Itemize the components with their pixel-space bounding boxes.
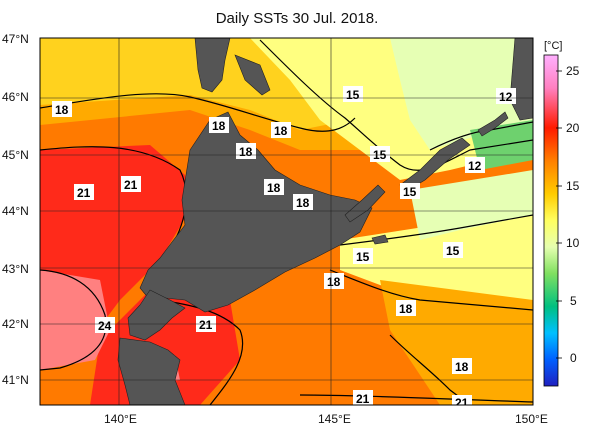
- isotherm-label: 12: [499, 90, 513, 104]
- urup-island: [477, 111, 509, 137]
- colorbar-tick-10: 10: [566, 236, 580, 250]
- isotherm-label: 21: [356, 392, 370, 406]
- colorbar-tick-25: 25: [566, 64, 580, 78]
- sakhalin-south: [234, 54, 271, 96]
- isotherm-label: 12: [468, 159, 482, 173]
- lat-label-43: 43°N: [2, 262, 29, 276]
- honshu-landmass: [117, 337, 186, 405]
- sst-field-okhotsk-east: [410, 170, 533, 240]
- isotherm-label: 21: [124, 178, 138, 192]
- lon-label-150: 150°E: [515, 412, 548, 426]
- isotherm-24: [40, 269, 107, 371]
- lat-label-41: 41°N: [2, 373, 29, 387]
- lon-label-140: 140°E: [104, 412, 137, 426]
- isotherm-label: 15: [403, 185, 417, 199]
- isotherm-label: 15: [446, 244, 460, 258]
- colorbar-tick-0: 0: [570, 351, 577, 365]
- lat-label-42: 42°N: [2, 317, 29, 331]
- oshima-peninsula: [127, 289, 186, 341]
- isotherm-label: 24: [98, 319, 112, 333]
- isotherm-18-south: [389, 334, 471, 405]
- isotherm-label: 18: [267, 181, 281, 195]
- isotherm-15-east: [339, 214, 533, 246]
- isotherm-labels: 18 15 12 18 18 15 18 12 21 21 18 15 18: [52, 86, 516, 410]
- isotherm-label: 18: [55, 103, 69, 117]
- map-title: Daily SSTs 30 Jul. 2018.: [215, 10, 379, 27]
- isotherm-label: 18: [239, 145, 253, 159]
- lat-label-46: 46°N: [2, 90, 29, 104]
- kunashiri-island: [344, 184, 386, 223]
- lat-label-47: 47°N: [2, 32, 29, 46]
- lon-label-145: 145°E: [318, 412, 351, 426]
- isotherm-label: 18: [327, 275, 341, 289]
- isotherm-label: 21: [455, 396, 469, 410]
- isotherm-label: 18: [399, 302, 413, 316]
- isotherm-label: 18: [274, 124, 288, 138]
- sst-field-south-18: [380, 280, 533, 405]
- colorbar-tick-5: 5: [570, 294, 577, 308]
- lat-label-45: 45°N: [2, 148, 29, 162]
- isotherm-label: 15: [356, 250, 370, 264]
- isotherm-label: 18: [212, 119, 226, 133]
- sakhalin-landmass: [194, 38, 231, 93]
- lat-label-44: 44°N: [2, 204, 29, 218]
- shikotan-island: [371, 234, 389, 245]
- isotherm-21-south: [159, 299, 244, 405]
- isotherm-21-bottom: [299, 394, 533, 403]
- colorbar-unit: [°C]: [544, 40, 563, 52]
- colorbar-tick-20: 20: [566, 121, 580, 135]
- isotherm-label: 18: [455, 360, 469, 374]
- sst-field-24: [40, 270, 110, 370]
- isotherm-label: 21: [199, 318, 213, 332]
- isotherm-label: 15: [346, 88, 360, 102]
- hokkaido-landmass: [139, 111, 373, 313]
- colorbar: [543, 54, 559, 387]
- colorbar-tick-15: 15: [566, 179, 580, 193]
- isotherm-label: 21: [77, 186, 91, 200]
- isotherm-label: 18: [296, 196, 310, 210]
